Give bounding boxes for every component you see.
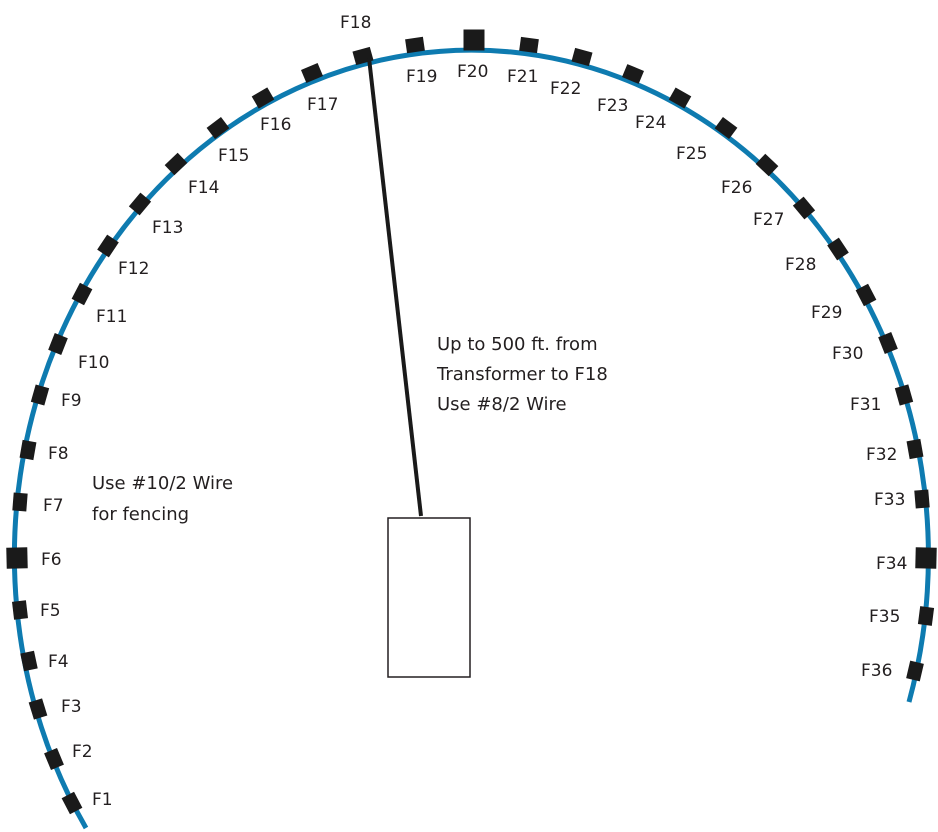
fixture-label-f11: F11: [96, 307, 127, 327]
fixture-label-f7: F7: [43, 496, 64, 516]
fixture-label-f9: F9: [61, 391, 82, 411]
fixture-label-f19: F19: [406, 67, 437, 87]
fixture-f31: [894, 384, 914, 406]
fixture-label-f31: F31: [850, 395, 881, 415]
feed-note-line-1: Up to 500 ft. from: [437, 334, 598, 355]
fixture-f6: [6, 547, 28, 569]
fixture-f29: [855, 283, 877, 307]
fixture-label-f36: F36: [861, 661, 892, 681]
fixture-f5: [12, 600, 28, 620]
fixture-label-f2: F2: [72, 742, 93, 762]
fixture-label-f14: F14: [188, 178, 219, 198]
fixture-label-f18: F18: [340, 13, 371, 33]
fixture-f21: [519, 36, 539, 54]
fixture-f10: [48, 333, 68, 355]
fixture-label-f8: F8: [48, 444, 69, 464]
feed-note-line-2: Transformer to F18: [436, 364, 608, 385]
fixture-label-f27: F27: [753, 210, 784, 230]
fixture-f35: [917, 606, 935, 626]
fixture-f23: [622, 64, 644, 84]
fixture-f19: [405, 36, 425, 54]
fixture-label-f1: F1: [92, 790, 113, 810]
fixture-label-f34: F34: [876, 554, 907, 574]
fixture-label-f21: F21: [507, 67, 538, 87]
fixture-label-f35: F35: [869, 607, 900, 627]
fixture-label-f32: F32: [866, 445, 897, 465]
fixture-f17: [300, 63, 324, 83]
fixture-label-f13: F13: [152, 218, 183, 238]
fixture-f1: [61, 791, 83, 815]
fixture-f11: [71, 282, 93, 306]
fixture-f2: [44, 748, 64, 770]
fixture-label-f6: F6: [41, 550, 62, 570]
fixture-f26: [755, 153, 779, 177]
fixture-f16: [251, 87, 275, 109]
fixture-f15: [206, 116, 230, 140]
fixture-f32: [906, 438, 924, 460]
fixture-f8: [19, 439, 37, 461]
fixture-label-f22: F22: [550, 79, 581, 99]
fixture-f12: [97, 234, 119, 258]
fence-note-line-2: for fencing: [92, 504, 189, 525]
fixture-label-f20: F20: [457, 62, 488, 82]
fixture-label-f10: F10: [78, 353, 109, 373]
fixture-label-f25: F25: [676, 144, 707, 164]
fixture-f20: [463, 29, 485, 51]
fixture-f36: [906, 660, 924, 682]
fixture-f30: [878, 332, 898, 354]
fixture-f33: [914, 489, 930, 509]
fixture-f28: [827, 237, 849, 261]
fixture-f25: [714, 117, 738, 139]
fixture-f24: [668, 87, 692, 109]
fixture-label-f30: F30: [832, 344, 863, 364]
fixture-label-f28: F28: [785, 255, 816, 275]
fixture-label-f29: F29: [811, 303, 842, 323]
fixture-label-f17: F17: [307, 95, 338, 115]
fixture-label-f16: F16: [260, 115, 291, 135]
fixture-label-f26: F26: [721, 178, 752, 198]
feed-note-line-3: Use #8/2 Wire: [437, 394, 567, 415]
transformer-box: [387, 517, 471, 678]
fixture-f22: [571, 47, 593, 67]
fixture-f4: [20, 650, 38, 672]
fixture-label-f33: F33: [874, 490, 905, 510]
fixture-label-f12: F12: [118, 259, 149, 279]
fence-wire-arc: [11, 47, 931, 830]
fixture-f13: [128, 192, 152, 216]
fixture-label-f24: F24: [635, 113, 666, 133]
fixture-f14: [164, 152, 188, 176]
fixture-f7: [12, 492, 28, 512]
fixture-label-f5: F5: [40, 601, 61, 621]
fixture-f34: [915, 547, 937, 569]
fixture-f9: [30, 384, 50, 406]
fence-note-line-1: Use #10/2 Wire: [92, 473, 233, 494]
feed-wire: [367, 57, 423, 517]
fixture-f3: [28, 698, 48, 720]
fixture-f27: [792, 196, 816, 220]
fixture-label-f3: F3: [61, 697, 82, 717]
fixture-label-f15: F15: [218, 146, 249, 166]
fixture-label-f23: F23: [597, 96, 628, 116]
fixture-label-f4: F4: [48, 652, 69, 672]
